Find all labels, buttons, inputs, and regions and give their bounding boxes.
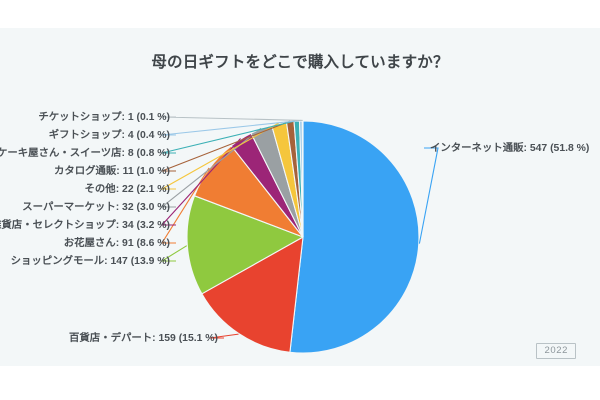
slice-labels-group: インターネット通販: 547 (51.8 %) 百貨店・デパート: 159 (15… xyxy=(0,110,589,344)
slice-label: 雑貨店・セレクトショップ: 34 (3.2 %) xyxy=(0,218,170,231)
pie-slice[interactable] xyxy=(289,120,420,354)
slice-label: その他: 22 (2.1 %) xyxy=(85,182,170,195)
leader-line xyxy=(161,119,301,136)
pie-slice[interactable] xyxy=(301,120,304,238)
pie-slice[interactable] xyxy=(186,195,304,295)
pie-slice[interactable] xyxy=(201,236,304,353)
pie-chart: インターネット通販: 547 (51.8 %) 百貨店・デパート: 159 (15… xyxy=(0,110,589,354)
slice-label: ギフトショップ: 4 (0.4 %) xyxy=(49,128,170,141)
leader-line xyxy=(161,116,303,121)
year-badge: 2022 xyxy=(536,342,576,359)
leader-line xyxy=(160,127,262,208)
slice-label: ケーキ屋さん・スイーツ店: 8 (0.8 %) xyxy=(0,146,170,159)
leader-lines-group xyxy=(159,116,439,339)
slice-label: カタログ通販: 11 (1.0 %) xyxy=(54,164,170,177)
slice-label: お花屋さん: 91 (8.6 %) xyxy=(64,236,170,249)
slice-label: 百貨店・デパート: 159 (15.1 %) xyxy=(69,331,218,344)
leader-line xyxy=(161,167,210,244)
page-title: 母の日ギフトをどこで購入していますか？ xyxy=(151,54,449,71)
slice-label: チケットショップ: 1 (0.1 %) xyxy=(38,110,170,123)
leader-line xyxy=(209,333,239,339)
slice-label: ショッピングモール: 147 (13.9 %) xyxy=(11,254,170,267)
slice-label: スーパーマーケット: 32 (3.0 %) xyxy=(22,201,170,213)
leader-line xyxy=(161,120,291,172)
leader-line xyxy=(159,122,280,190)
leader-line xyxy=(418,147,439,244)
leader-line xyxy=(161,120,297,154)
leader-line xyxy=(160,138,241,226)
leader-line xyxy=(160,245,188,262)
slice-label: インターネット通販: 547 (51.8 %) xyxy=(430,141,589,154)
